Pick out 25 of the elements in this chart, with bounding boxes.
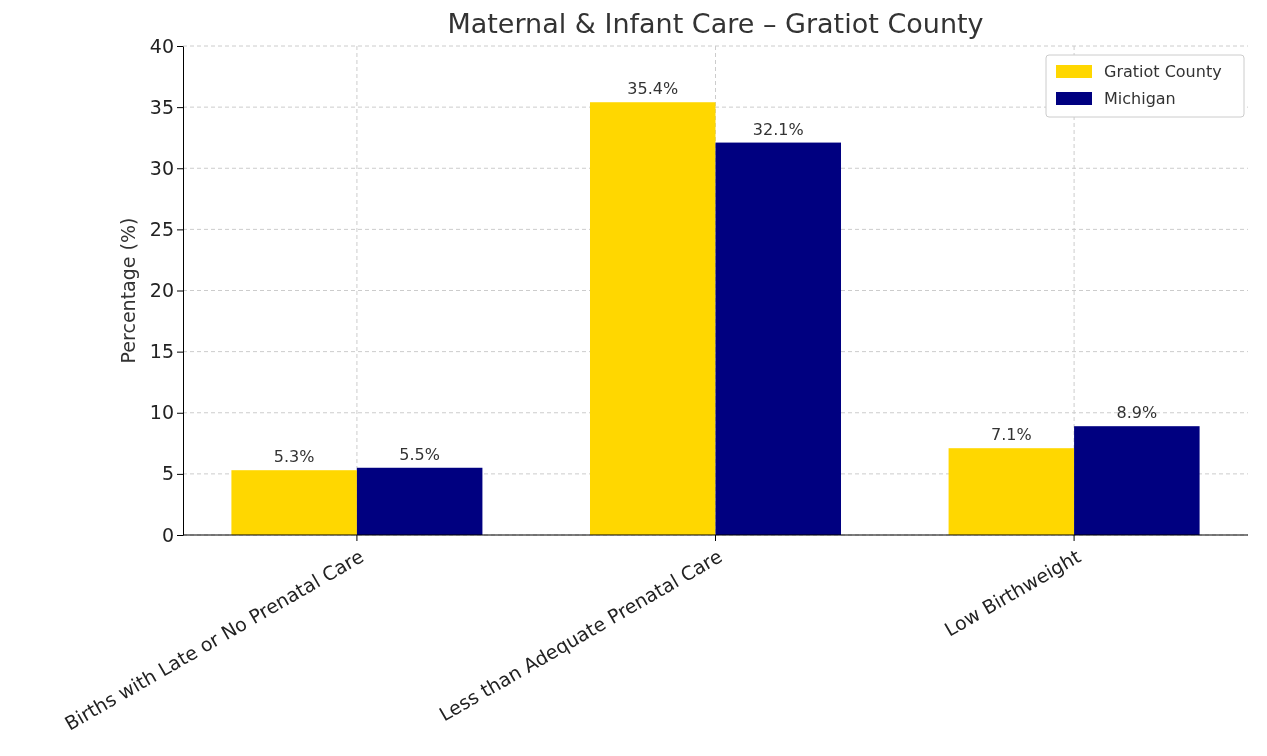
bar <box>590 102 716 535</box>
data-label: 5.5% <box>399 444 440 464</box>
y-tick-label: 35 <box>149 95 174 118</box>
bar <box>715 142 842 535</box>
data-label: 5.3% <box>273 447 315 467</box>
data-label: 7.1% <box>991 425 1032 445</box>
y-tick-label: 40 <box>149 34 174 57</box>
y-tick-label: 15 <box>149 340 174 363</box>
y-tick-label: 25 <box>149 217 174 240</box>
bar <box>1074 426 1200 535</box>
y-tick-label: 5 <box>161 462 174 485</box>
bar <box>948 448 1075 535</box>
data-label: 32.1% <box>752 119 804 139</box>
legend-label: Gratiot County <box>1104 62 1222 81</box>
data-label: 8.9% <box>1116 403 1158 423</box>
data-label: 35.4% <box>627 79 679 99</box>
y-tick-label: 0 <box>161 523 174 546</box>
bar <box>231 470 357 535</box>
chart-title: Maternal & Infant Care – Gratiot County <box>447 8 984 39</box>
y-tick-label: 20 <box>149 279 174 302</box>
y-tick-label: 30 <box>149 156 174 179</box>
legend-label: Michigan <box>1104 89 1176 108</box>
y-axis-title: Percentage (%) <box>117 217 139 364</box>
bar <box>356 467 483 535</box>
y-tick-label: 10 <box>149 401 174 424</box>
